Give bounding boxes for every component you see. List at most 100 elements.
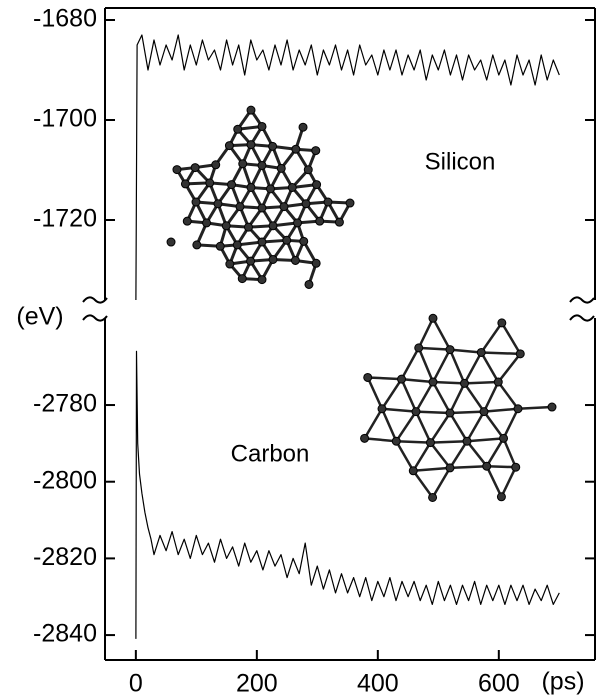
atom xyxy=(345,198,355,208)
atom xyxy=(268,221,278,231)
atom xyxy=(227,180,237,190)
atom xyxy=(257,275,267,285)
atom xyxy=(445,345,455,355)
bond xyxy=(429,441,451,469)
bond xyxy=(480,322,503,354)
atom xyxy=(213,199,223,209)
atom xyxy=(511,462,521,472)
atom xyxy=(191,197,201,207)
atom xyxy=(166,237,176,247)
bond xyxy=(431,467,452,499)
atom xyxy=(246,140,256,150)
atom xyxy=(299,236,309,246)
bond xyxy=(413,466,451,473)
atom xyxy=(445,463,455,473)
atom xyxy=(476,347,486,357)
atom xyxy=(237,274,247,284)
atom xyxy=(205,178,215,188)
atom xyxy=(298,122,308,132)
bond xyxy=(448,349,466,384)
bond xyxy=(414,381,435,413)
atom xyxy=(215,241,225,251)
x-tick-label: 0 xyxy=(129,670,143,698)
bond xyxy=(367,376,402,381)
bond xyxy=(517,405,553,410)
atom xyxy=(265,184,275,194)
cluster-illustrations xyxy=(166,105,557,502)
bond xyxy=(449,464,487,470)
atom xyxy=(311,258,321,268)
data-line xyxy=(135,350,560,639)
atom xyxy=(479,407,489,417)
y-tick-label: -2820 xyxy=(33,543,97,571)
bond xyxy=(448,382,466,414)
atom xyxy=(257,121,267,131)
bond xyxy=(449,348,482,354)
bond xyxy=(417,347,435,383)
x-tick-label: 400 xyxy=(357,670,399,698)
atom xyxy=(303,165,313,175)
bond xyxy=(497,353,522,383)
bond xyxy=(466,440,488,467)
atom xyxy=(276,163,286,173)
atom xyxy=(462,436,472,446)
x-axis-label: (ps) xyxy=(541,668,584,696)
bond xyxy=(381,407,417,413)
atom xyxy=(246,182,256,192)
atom xyxy=(515,349,525,359)
atom xyxy=(497,318,507,328)
atom xyxy=(499,433,509,443)
bond xyxy=(481,351,521,356)
atom xyxy=(246,105,256,115)
x-tick-label: 200 xyxy=(236,670,278,698)
atom xyxy=(279,202,289,212)
bond xyxy=(430,439,468,444)
bond xyxy=(401,377,434,384)
atom xyxy=(493,377,503,387)
atom xyxy=(428,377,438,387)
bond xyxy=(431,349,452,383)
annotation: Silicon xyxy=(425,148,496,175)
atom xyxy=(243,222,253,232)
atom xyxy=(414,343,424,353)
atom xyxy=(246,256,256,266)
atom xyxy=(513,404,523,414)
bond xyxy=(429,412,452,444)
bond xyxy=(482,410,505,440)
atom xyxy=(315,216,325,226)
atom xyxy=(397,374,407,384)
bond xyxy=(400,378,418,413)
atom xyxy=(268,254,278,264)
bond xyxy=(431,381,452,414)
atom xyxy=(323,197,333,207)
bond xyxy=(464,380,499,385)
bond xyxy=(415,410,451,415)
atom xyxy=(224,141,234,151)
bond xyxy=(486,464,516,469)
y-tick-label: -1700 xyxy=(33,105,97,133)
atom xyxy=(459,378,469,388)
y-axis-label: (eV) xyxy=(16,303,63,331)
axis-break xyxy=(82,296,595,322)
atom xyxy=(291,144,301,154)
atom xyxy=(221,221,231,231)
bond xyxy=(480,351,500,383)
atom xyxy=(411,407,421,417)
data-line xyxy=(135,34,560,301)
atom xyxy=(225,259,235,269)
atom xyxy=(287,182,297,192)
atom xyxy=(408,466,418,476)
y-tick-label: -2780 xyxy=(33,390,97,418)
atom xyxy=(172,165,182,175)
bond xyxy=(395,440,415,472)
atom xyxy=(211,160,221,170)
bond xyxy=(448,412,469,442)
atom xyxy=(238,159,248,169)
bond xyxy=(502,408,520,439)
atom xyxy=(257,160,267,170)
bond xyxy=(466,437,504,443)
y-tick-label: -2840 xyxy=(33,620,97,648)
atom xyxy=(304,279,314,289)
